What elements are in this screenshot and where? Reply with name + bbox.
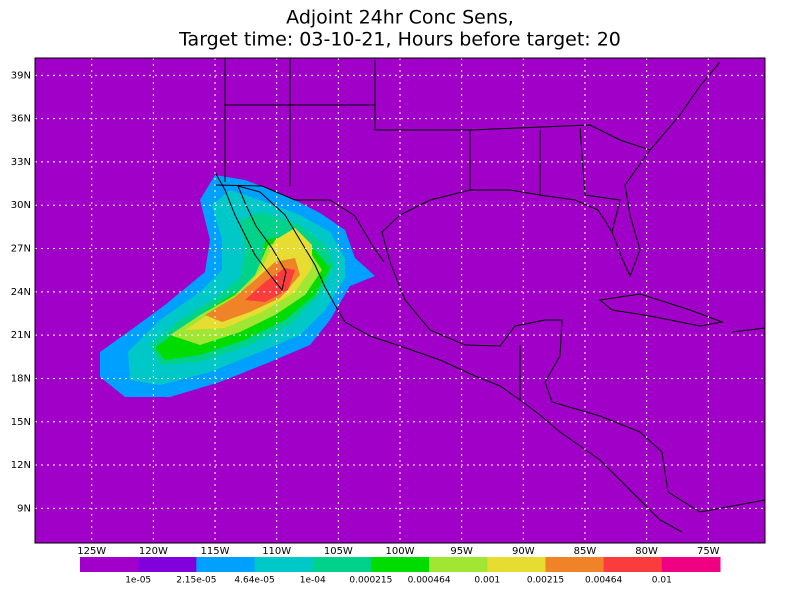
lon-label: 115W	[201, 546, 230, 557]
lat-label: 18N	[11, 373, 31, 384]
colorbar-swatch	[603, 557, 663, 572]
lon-label: 85W	[574, 546, 597, 557]
coastlines	[214, 58, 766, 533]
colorbar-label: 0.000215	[349, 576, 392, 586]
lat-label: 33N	[11, 157, 31, 168]
lat-label: 24N	[11, 287, 31, 298]
map-background	[35, 58, 765, 543]
colorbar-swatch	[429, 557, 488, 572]
lat-label: 36N	[11, 114, 31, 125]
colorbar-label: 4.64e-05	[234, 576, 274, 586]
colorbar-label: 0.00215	[527, 576, 564, 586]
lat-label: 12N	[11, 460, 31, 471]
colorbar-label: 0.01	[652, 576, 672, 586]
contour	[185, 228, 312, 330]
colorbar-label: 1e-05	[125, 576, 151, 586]
colorbar-swatch	[661, 557, 721, 572]
lat-label: 15N	[11, 417, 31, 428]
lon-label: 90W	[512, 546, 535, 557]
colorbar-swatch	[80, 557, 139, 572]
colorbar: 1e-05 2.15e-05 4.64e-05 1e-04 0.000215 0.0004…	[80, 557, 721, 586]
coastline	[598, 293, 724, 327]
title-line: Target time: 03-10-21, Hours before targ…	[178, 29, 621, 51]
title-line: Adjoint 24hr Conc Sens,	[286, 7, 514, 29]
coastline	[259, 191, 683, 533]
lon-label: 80W	[635, 546, 658, 557]
coastline	[381, 61, 766, 513]
graticule	[35, 58, 765, 543]
colorbar-swatch	[545, 557, 605, 572]
colorbar-label: 2.15e-05	[176, 576, 216, 586]
lon-label: 105W	[324, 546, 353, 557]
lat-label: 21N	[11, 330, 31, 341]
lon-label: 75W	[697, 546, 720, 557]
colorbar-swatch	[138, 557, 197, 572]
lon-label: 125W	[77, 546, 106, 557]
map-frame	[34, 57, 766, 544]
lon-label: 100W	[386, 546, 415, 557]
colorbar-label: 0.001	[474, 576, 500, 586]
colorbar-label: 0.000464	[408, 576, 451, 586]
lon-label: 110W	[262, 546, 291, 557]
colorbar-swatch	[487, 557, 546, 572]
lon-label: 120W	[139, 546, 168, 557]
coastline	[731, 327, 766, 333]
lat-label: 30N	[11, 200, 31, 211]
colorbar-swatch	[370, 557, 430, 572]
lat-label: 27N	[11, 244, 31, 255]
colorbar-swatch	[312, 557, 372, 572]
colorbar-swatch	[196, 557, 256, 572]
colorbar-label: 1e-04	[300, 576, 326, 586]
contour	[245, 268, 295, 302]
border	[374, 105, 471, 190]
border	[469, 124, 651, 151]
lat-label: 39N	[11, 70, 31, 81]
colorbar-swatch	[254, 557, 314, 572]
sensitivity-field	[100, 175, 375, 397]
lat-label: 9N	[17, 503, 31, 514]
colorbar-label: 0.00464	[585, 576, 622, 586]
border	[214, 184, 385, 263]
lon-label: 95W	[450, 546, 473, 557]
